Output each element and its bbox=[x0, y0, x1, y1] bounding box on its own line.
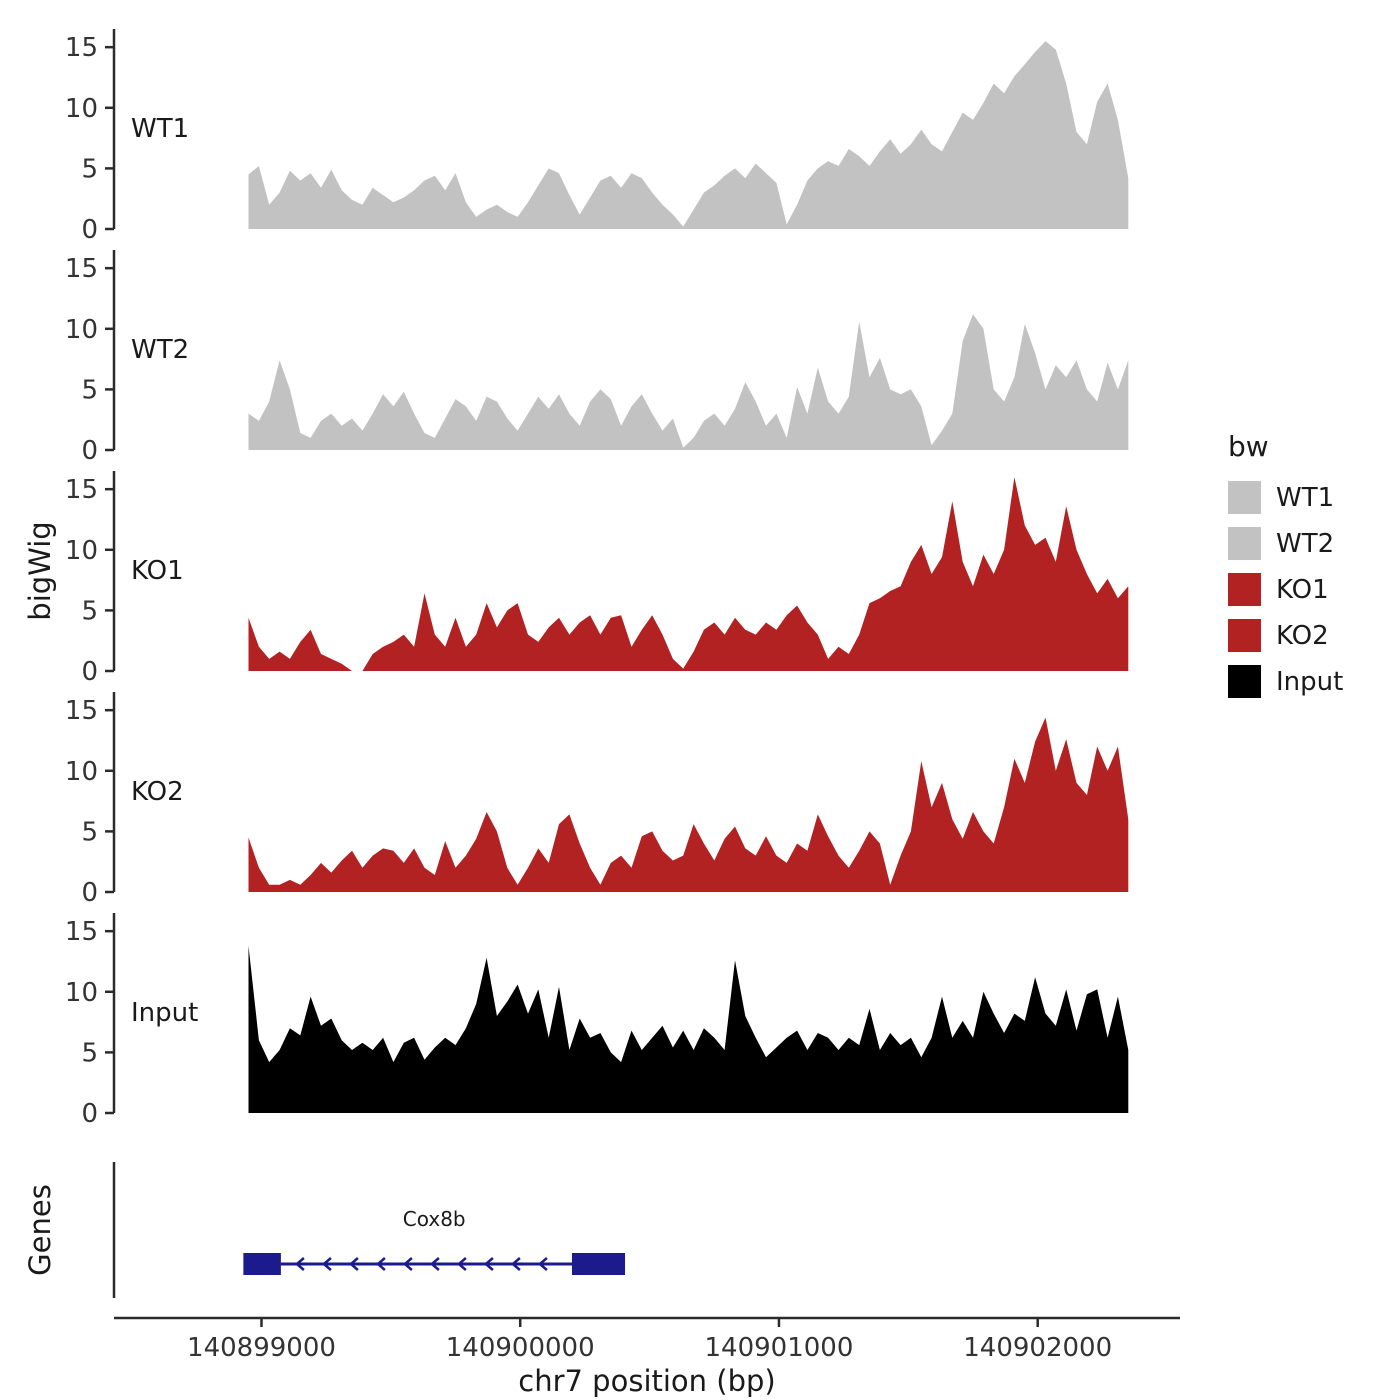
legend-item: KO2 bbox=[1228, 619, 1343, 652]
track-WT1: 0 5 10 15 WT1 bbox=[65, 29, 1129, 245]
legend-swatch-wt1 bbox=[1228, 481, 1261, 514]
area-KO1 bbox=[248, 477, 1129, 671]
track-label: KO2 bbox=[131, 777, 184, 807]
area-KO2 bbox=[248, 717, 1129, 892]
strand-arrow-icon bbox=[537, 1257, 548, 1271]
legend-swatch-wt2 bbox=[1228, 527, 1261, 560]
y-tick-label: 5 bbox=[81, 375, 98, 405]
strand-arrow-icon bbox=[483, 1257, 494, 1271]
x-tick-label: 140899000 bbox=[187, 1333, 336, 1363]
legend-label: Input bbox=[1276, 666, 1344, 697]
legend-item: KO1 bbox=[1228, 573, 1343, 606]
y-tick-label: 0 bbox=[81, 436, 98, 466]
y-tick-label: 15 bbox=[65, 33, 98, 63]
strand-arrow-icon bbox=[375, 1257, 386, 1271]
x-tick-label: 140901000 bbox=[705, 1333, 854, 1363]
legend-swatch-ko1 bbox=[1228, 573, 1261, 606]
strand-arrow-icon bbox=[321, 1257, 332, 1271]
y-tick-label: 0 bbox=[81, 657, 98, 687]
legend-label: WT2 bbox=[1276, 528, 1335, 559]
y-tick-label: 0 bbox=[81, 1099, 98, 1129]
strand-arrow-icon bbox=[510, 1257, 521, 1271]
x-tick-label: 140902000 bbox=[963, 1333, 1112, 1363]
legend-swatch-input bbox=[1228, 665, 1261, 698]
strand-arrow-icon bbox=[402, 1257, 413, 1271]
y-tick-label: 10 bbox=[65, 315, 98, 345]
y-tick-label: 0 bbox=[81, 878, 98, 908]
area-Input bbox=[248, 945, 1129, 1113]
legend-label: WT1 bbox=[1276, 482, 1335, 513]
track-Input: 0 5 10 15 Input bbox=[65, 913, 1129, 1129]
strand-arrow-icon bbox=[429, 1257, 440, 1271]
genes-track: Cox8b bbox=[112, 1162, 626, 1298]
x-tick-label: 140900000 bbox=[446, 1333, 595, 1363]
track-label: WT2 bbox=[131, 335, 189, 365]
y-tick-label: 5 bbox=[81, 596, 98, 626]
y-tick-label: 5 bbox=[81, 817, 98, 847]
track-WT2: 0 5 10 15 WT2 bbox=[65, 250, 1129, 466]
y-tick-label: 15 bbox=[65, 696, 98, 726]
legend-swatch-ko2 bbox=[1228, 619, 1261, 652]
area-WT2 bbox=[248, 314, 1129, 450]
y-tick-label: 5 bbox=[81, 154, 98, 184]
y-tick-label: 10 bbox=[65, 757, 98, 787]
track-KO2: 0 5 10 15 KO2 bbox=[65, 692, 1129, 908]
legend: bw WT1 WT2 KO1 KO2 Input bbox=[1228, 430, 1343, 711]
legend-item: WT2 bbox=[1228, 527, 1343, 560]
y-tick-label: 10 bbox=[65, 94, 98, 124]
x-axis: 140899000 140900000 140901000 140902000 bbox=[114, 1316, 1180, 1363]
gene-name-label: Cox8b bbox=[403, 1207, 466, 1231]
track-label: KO1 bbox=[131, 556, 184, 586]
gene-exon bbox=[243, 1253, 281, 1275]
legend-item: WT1 bbox=[1228, 481, 1343, 514]
track-KO1: 0 5 10 15 KO1 bbox=[65, 471, 1129, 687]
y-tick-label: 10 bbox=[65, 978, 98, 1008]
y-tick-label: 15 bbox=[65, 917, 98, 947]
strand-arrow-icon bbox=[294, 1257, 305, 1271]
y-tick-label: 15 bbox=[65, 254, 98, 284]
y-tick-label: 15 bbox=[65, 475, 98, 505]
track-label: WT1 bbox=[131, 114, 189, 144]
track-label: Input bbox=[131, 998, 198, 1028]
gene-exon bbox=[571, 1253, 626, 1275]
strand-arrow-icon bbox=[456, 1257, 467, 1271]
legend-item: Input bbox=[1228, 665, 1343, 698]
area-WT1 bbox=[248, 41, 1129, 229]
y-tick-label: 5 bbox=[81, 1038, 98, 1068]
legend-label: KO2 bbox=[1276, 620, 1329, 651]
x-axis-title: chr7 position (bp) bbox=[518, 1364, 776, 1398]
y-tick-label: 0 bbox=[81, 215, 98, 245]
strand-arrow-icon bbox=[348, 1257, 359, 1271]
y-tick-label: 10 bbox=[65, 536, 98, 566]
legend-title: bw bbox=[1228, 430, 1269, 463]
legend-label: KO1 bbox=[1276, 574, 1329, 605]
